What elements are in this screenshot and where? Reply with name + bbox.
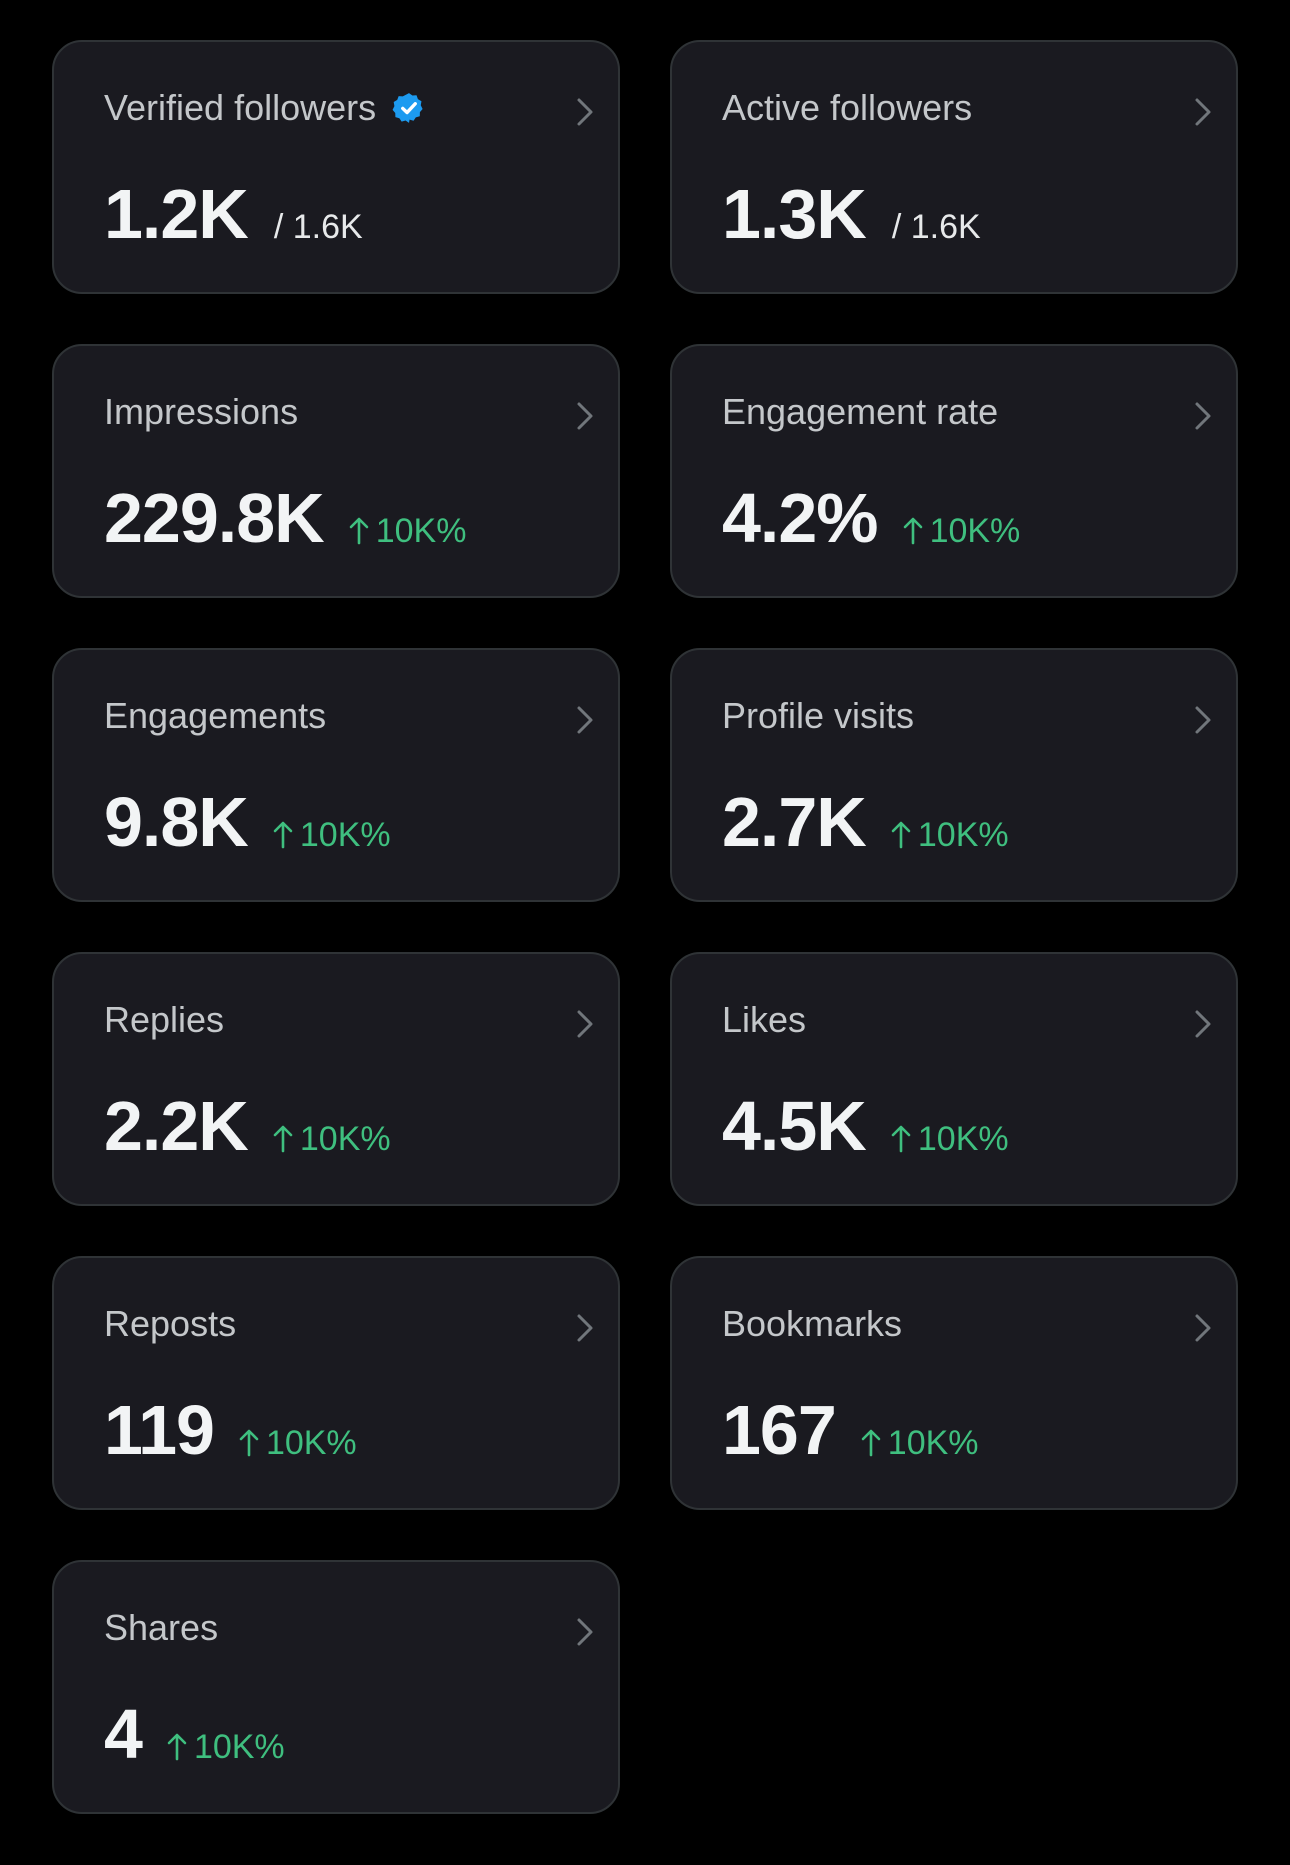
card-title: Verified followers	[104, 86, 426, 130]
metric-change-value: 10K%	[193, 1728, 285, 1766]
card-impressions[interactable]: Impressions 229.8K 10K%	[52, 344, 620, 598]
card-active-followers[interactable]: Active followers 1.3K / 1.6K	[670, 40, 1238, 294]
chevron-right-icon	[1195, 98, 1211, 126]
arrow-up-icon	[239, 1429, 259, 1457]
card-profile-visits[interactable]: Profile visits 2.7K 10K%	[670, 648, 1238, 902]
arrow-up-icon	[349, 517, 369, 545]
card-engagements[interactable]: Engagements 9.8K 10K%	[52, 648, 620, 902]
arrow-up-icon	[903, 517, 922, 545]
verified-badge-icon	[392, 93, 423, 123]
card-title-label: Active followers	[722, 87, 973, 128]
metric-change-value: 10K%	[917, 1120, 1009, 1158]
card-title-label: Engagements	[104, 695, 327, 736]
arrow-up-icon	[891, 1125, 911, 1153]
chevron-right-icon	[1195, 1314, 1211, 1342]
chevron-right-icon	[577, 402, 593, 430]
chevron-right-icon	[577, 98, 593, 126]
card-title: Replies	[104, 998, 224, 1042]
metric-value: 1.2K	[104, 175, 249, 253]
metric-value: 229.8K	[104, 479, 325, 557]
card-replies[interactable]: Replies 2.2K 10K%	[52, 952, 620, 1206]
card-bookmarks[interactable]: Bookmarks 167 10K%	[670, 1256, 1238, 1510]
metric-change-value: 10K%	[375, 512, 467, 550]
metric-change-value: 10K%	[265, 1424, 357, 1462]
metric-value-row: 4.5K 10K%	[722, 1086, 1009, 1166]
metric-value-row: 9.8K 10K%	[104, 782, 391, 862]
card-title: Likes	[722, 998, 806, 1042]
card-reposts[interactable]: Reposts 119 10K%	[52, 1256, 620, 1510]
metric-change: 10K%	[890, 1120, 1009, 1159]
metric-value: 4.5K	[722, 1087, 867, 1165]
card-title-label: Impressions	[104, 391, 299, 432]
metric-change: 10K%	[890, 816, 1009, 855]
card-title-label: Shares	[104, 1607, 219, 1648]
chevron-right-icon	[1195, 706, 1211, 734]
card-title-label: Likes	[722, 999, 807, 1040]
card-title-label: Profile visits	[722, 695, 915, 736]
arrow-up-icon	[891, 821, 911, 849]
card-title: Active followers	[722, 86, 972, 130]
metric-change-value: 10K%	[917, 816, 1009, 854]
metric-total: / 1.6K	[273, 208, 363, 246]
metric-value: 167	[722, 1391, 837, 1469]
metric-value: 9.8K	[104, 783, 249, 861]
card-verified-followers[interactable]: Verified followers 1.2K / 1.6K	[52, 40, 620, 294]
metric-change-value: 10K%	[299, 1120, 391, 1158]
card-title: Engagements	[104, 694, 326, 738]
metric-total: / 1.6K	[891, 208, 981, 246]
arrow-up-icon	[273, 1125, 293, 1153]
card-engagement-rate[interactable]: Engagement rate 4.2% 10K%	[670, 344, 1238, 598]
arrow-up-icon	[167, 1733, 187, 1761]
metric-value: 2.7K	[722, 783, 867, 861]
metric-change: 10K%	[166, 1728, 285, 1767]
metric-value-row: 2.2K 10K%	[104, 1086, 391, 1166]
metric-value: 4.2%	[722, 479, 879, 557]
metric-value-row: 167 10K%	[722, 1390, 979, 1470]
arrow-up-icon	[861, 1429, 881, 1457]
metric-value-row: 1.3K / 1.6K	[722, 174, 981, 254]
metric-value: 2.2K	[104, 1087, 249, 1165]
card-title-label: Reposts	[104, 1303, 237, 1344]
card-title: Profile visits	[722, 694, 914, 738]
metric-change: 10K%	[902, 512, 1021, 551]
metric-value-row: 2.7K 10K%	[722, 782, 1009, 862]
chevron-right-icon	[577, 1314, 593, 1342]
metric-change: 10K%	[238, 1424, 357, 1463]
chevron-right-icon	[577, 1618, 593, 1646]
card-title: Shares	[104, 1606, 218, 1650]
metric-value-row: 4 10K%	[104, 1694, 285, 1774]
card-title: Reposts	[104, 1302, 236, 1346]
metric-change-value: 10K%	[929, 512, 1021, 550]
metric-value-row: 4.2% 10K%	[722, 478, 1020, 558]
chevron-right-icon	[1195, 402, 1211, 430]
metric-change-value: 10K%	[299, 816, 391, 854]
card-title-label: Bookmarks	[722, 1303, 903, 1344]
card-title: Impressions	[104, 390, 298, 434]
metric-change-value: 10K%	[887, 1424, 979, 1462]
metric-value-row: 229.8K 10K%	[104, 478, 466, 558]
card-title-label: Verified followers	[104, 87, 377, 128]
chevron-right-icon	[1195, 1010, 1211, 1038]
metric-value: 4	[104, 1695, 143, 1773]
metric-change: 10K%	[272, 1120, 391, 1159]
metric-value-row: 119 10K%	[104, 1390, 357, 1470]
card-title-label: Replies	[104, 999, 225, 1040]
metric-value: 119	[104, 1391, 215, 1469]
metric-change: 10K%	[860, 1424, 979, 1463]
metric-value: 1.3K	[722, 175, 867, 253]
arrow-up-icon	[273, 821, 293, 849]
card-likes[interactable]: Likes 4.5K 10K%	[670, 952, 1238, 1206]
card-title: Engagement rate	[722, 390, 998, 434]
card-title: Bookmarks	[722, 1302, 902, 1346]
metric-change: 10K%	[348, 512, 467, 551]
metric-value-row: 1.2K / 1.6K	[104, 174, 363, 254]
chevron-right-icon	[577, 706, 593, 734]
metric-change: 10K%	[272, 816, 391, 855]
card-shares[interactable]: Shares 4 10K%	[52, 1560, 620, 1814]
chevron-right-icon	[577, 1010, 593, 1038]
card-title-label: Engagement rate	[722, 391, 999, 432]
